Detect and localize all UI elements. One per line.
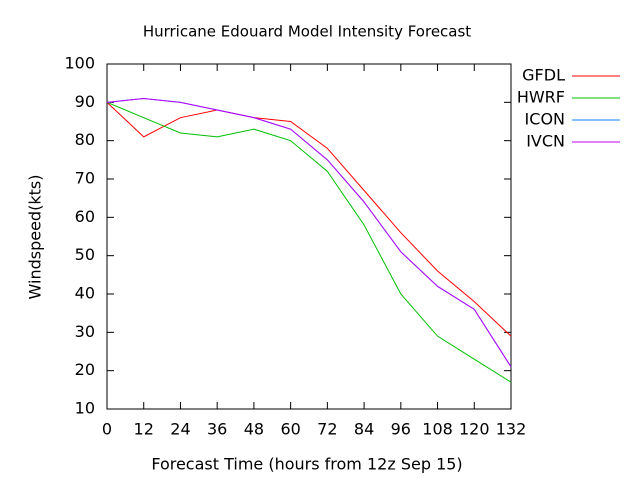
x-tick-label: 108 bbox=[422, 420, 453, 439]
x-tick-label: 132 bbox=[496, 420, 527, 439]
y-tick-label: 40 bbox=[75, 284, 95, 303]
x-tick-label: 84 bbox=[354, 420, 374, 439]
x-tick-label: 96 bbox=[391, 420, 411, 439]
x-tick-label: 120 bbox=[459, 420, 490, 439]
x-tick-label: 0 bbox=[102, 420, 112, 439]
x-tick-label: 48 bbox=[244, 420, 264, 439]
y-tick-label: 10 bbox=[75, 399, 95, 418]
x-axis-label: Forecast Time (hours from 12z Sep 15) bbox=[151, 455, 462, 474]
y-tick-label: 100 bbox=[64, 54, 95, 73]
legend-label: HWRF bbox=[517, 88, 565, 107]
legend-label: IVCN bbox=[526, 132, 565, 151]
y-tick-label: 50 bbox=[75, 245, 95, 264]
x-tick-label: 72 bbox=[317, 420, 337, 439]
series-line bbox=[106, 97, 512, 368]
legend-label: ICON bbox=[525, 110, 565, 129]
x-tick-label: 24 bbox=[170, 420, 190, 439]
x-tick-label: 60 bbox=[280, 420, 300, 439]
y-tick-label: 70 bbox=[75, 169, 95, 188]
x-tick-label: 12 bbox=[134, 420, 154, 439]
legend-label: GFDL bbox=[522, 66, 565, 85]
plot-border bbox=[106, 63, 512, 410]
y-tick-label: 30 bbox=[75, 322, 95, 341]
series-line bbox=[106, 101, 512, 337]
chart-title: Hurricane Edouard Model Intensity Foreca… bbox=[143, 23, 471, 41]
x-tick-label: 36 bbox=[207, 420, 227, 439]
y-tick-label: 80 bbox=[75, 130, 95, 149]
series-line bbox=[106, 101, 512, 383]
y-tick-label: 60 bbox=[75, 207, 95, 226]
y-axis-label: Windspeed(kts) bbox=[26, 175, 45, 300]
series-line bbox=[106, 97, 512, 368]
y-tick-label: 90 bbox=[75, 92, 95, 111]
y-tick-label: 20 bbox=[75, 360, 95, 379]
